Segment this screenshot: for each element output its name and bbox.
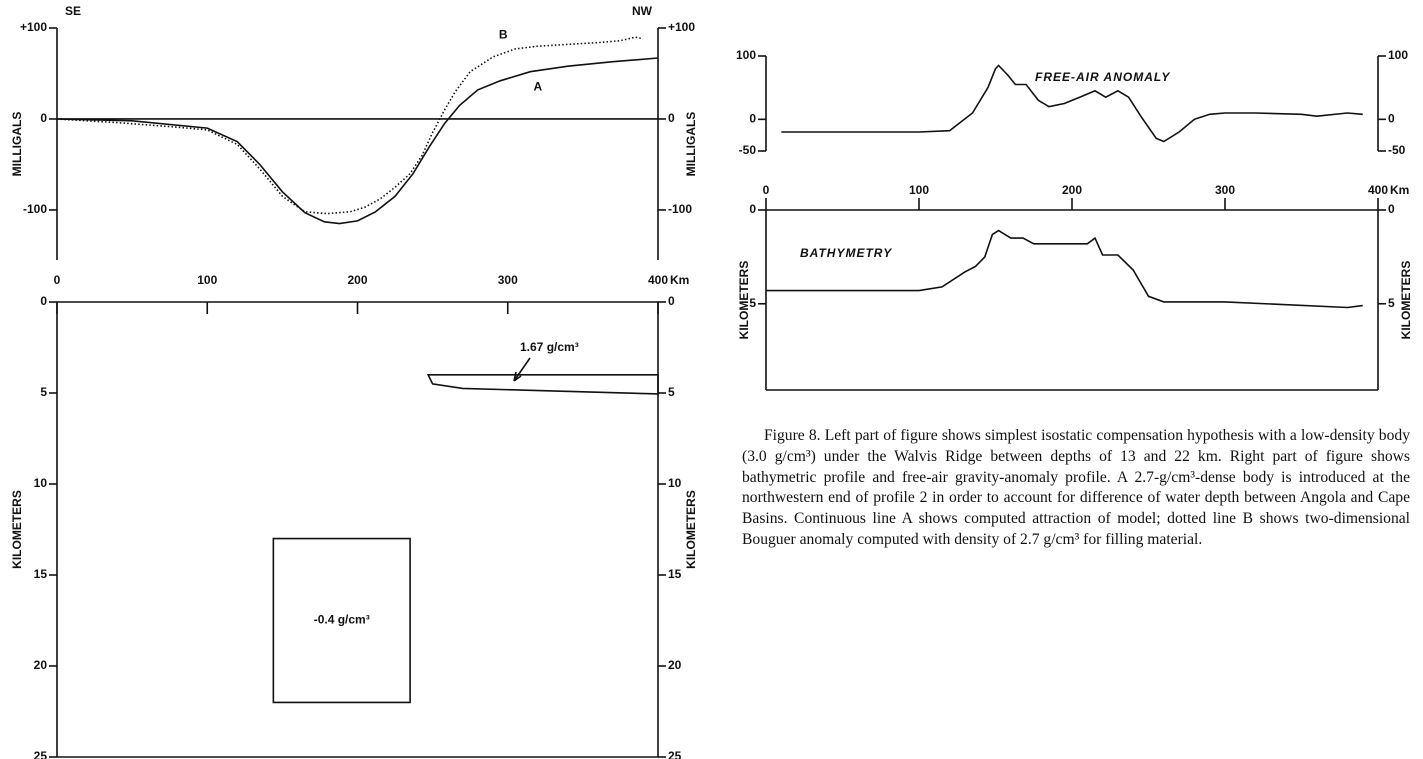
y-tick-label: -100: [668, 202, 692, 216]
y-tick-label: 25: [668, 749, 682, 759]
y-tick-label: 0: [40, 294, 47, 308]
y-tick-label: 100: [1388, 48, 1408, 62]
x-unit: Km: [670, 273, 689, 287]
x-tick-label: 300: [1215, 183, 1235, 197]
y-tick-label: -100: [23, 202, 47, 216]
y-tick-label: 25: [34, 749, 48, 759]
y-axis-label: KILOMETERS: [1399, 261, 1413, 340]
y-tick-label: +100: [668, 20, 695, 34]
series-label: B: [499, 27, 508, 41]
y-tick-label: 0: [668, 294, 675, 308]
density-body: [426, 373, 659, 395]
y-tick-label: 0: [749, 202, 756, 216]
y-tick-label: +100: [20, 20, 47, 34]
body-label: -0.4 g/cm³: [314, 613, 370, 627]
y-tick-label: 5: [40, 385, 47, 399]
x-tick-label: 100: [909, 183, 929, 197]
y-tick-label: 5: [668, 385, 675, 399]
data-line: [781, 64, 1363, 143]
y-tick-label: 15: [34, 567, 48, 581]
y-axis-label: KILOMETERS: [684, 490, 698, 569]
x-tick-label: 200: [1062, 183, 1082, 197]
density-body: [272, 537, 411, 704]
x-unit: Km: [1390, 183, 1409, 197]
y-tick-label: 20: [668, 658, 682, 672]
y-tick-label: 10: [668, 476, 682, 490]
body-label: 1.67 g/cm³: [520, 340, 579, 354]
y-tick-label: -50: [739, 143, 757, 157]
x-tick-label: 200: [347, 273, 367, 287]
y-axis-label: MILLIGALS: [684, 112, 698, 177]
caption: Figure 8. Left part of figure shows simp…: [742, 427, 1410, 548]
series-label: A: [533, 79, 542, 93]
y-tick-label: 10: [34, 476, 48, 490]
x-tick-label: 0: [763, 183, 770, 197]
y-tick-label: 5: [749, 296, 756, 310]
y-tick-label: 5: [1388, 296, 1395, 310]
data-line: [766, 229, 1363, 309]
chart-title: BATHYMETRY: [800, 246, 892, 260]
y-tick-label: 15: [668, 567, 682, 581]
x-tick-label: 400: [648, 273, 668, 287]
y-axis-label: KILOMETERS: [737, 261, 751, 340]
x-tick-label: 300: [498, 273, 518, 287]
y-axis-label: MILLIGALS: [10, 112, 24, 177]
x-tick-label: 100: [197, 273, 217, 287]
y-tick-label: 0: [1388, 202, 1395, 216]
data-line: [56, 36, 644, 215]
y-tick-label: 20: [34, 658, 48, 672]
y-tick-label: 0: [40, 111, 47, 125]
y-tick-label: -50: [1388, 143, 1406, 157]
x-tick-label: 400: [1368, 183, 1388, 197]
y-tick-label: 100: [736, 48, 756, 62]
corner-label: NW: [632, 4, 653, 18]
arrow: [513, 357, 531, 382]
chart-title: FREE-AIR ANOMALY: [1035, 70, 1170, 84]
data-line: [56, 57, 659, 225]
y-tick-label: 0: [1388, 112, 1395, 126]
corner-label: SE: [65, 4, 81, 18]
x-tick-label: 0: [54, 273, 61, 287]
y-tick-label: 0: [749, 112, 756, 126]
y-axis-label: KILOMETERS: [10, 490, 24, 569]
y-tick-label: 0: [668, 111, 675, 125]
